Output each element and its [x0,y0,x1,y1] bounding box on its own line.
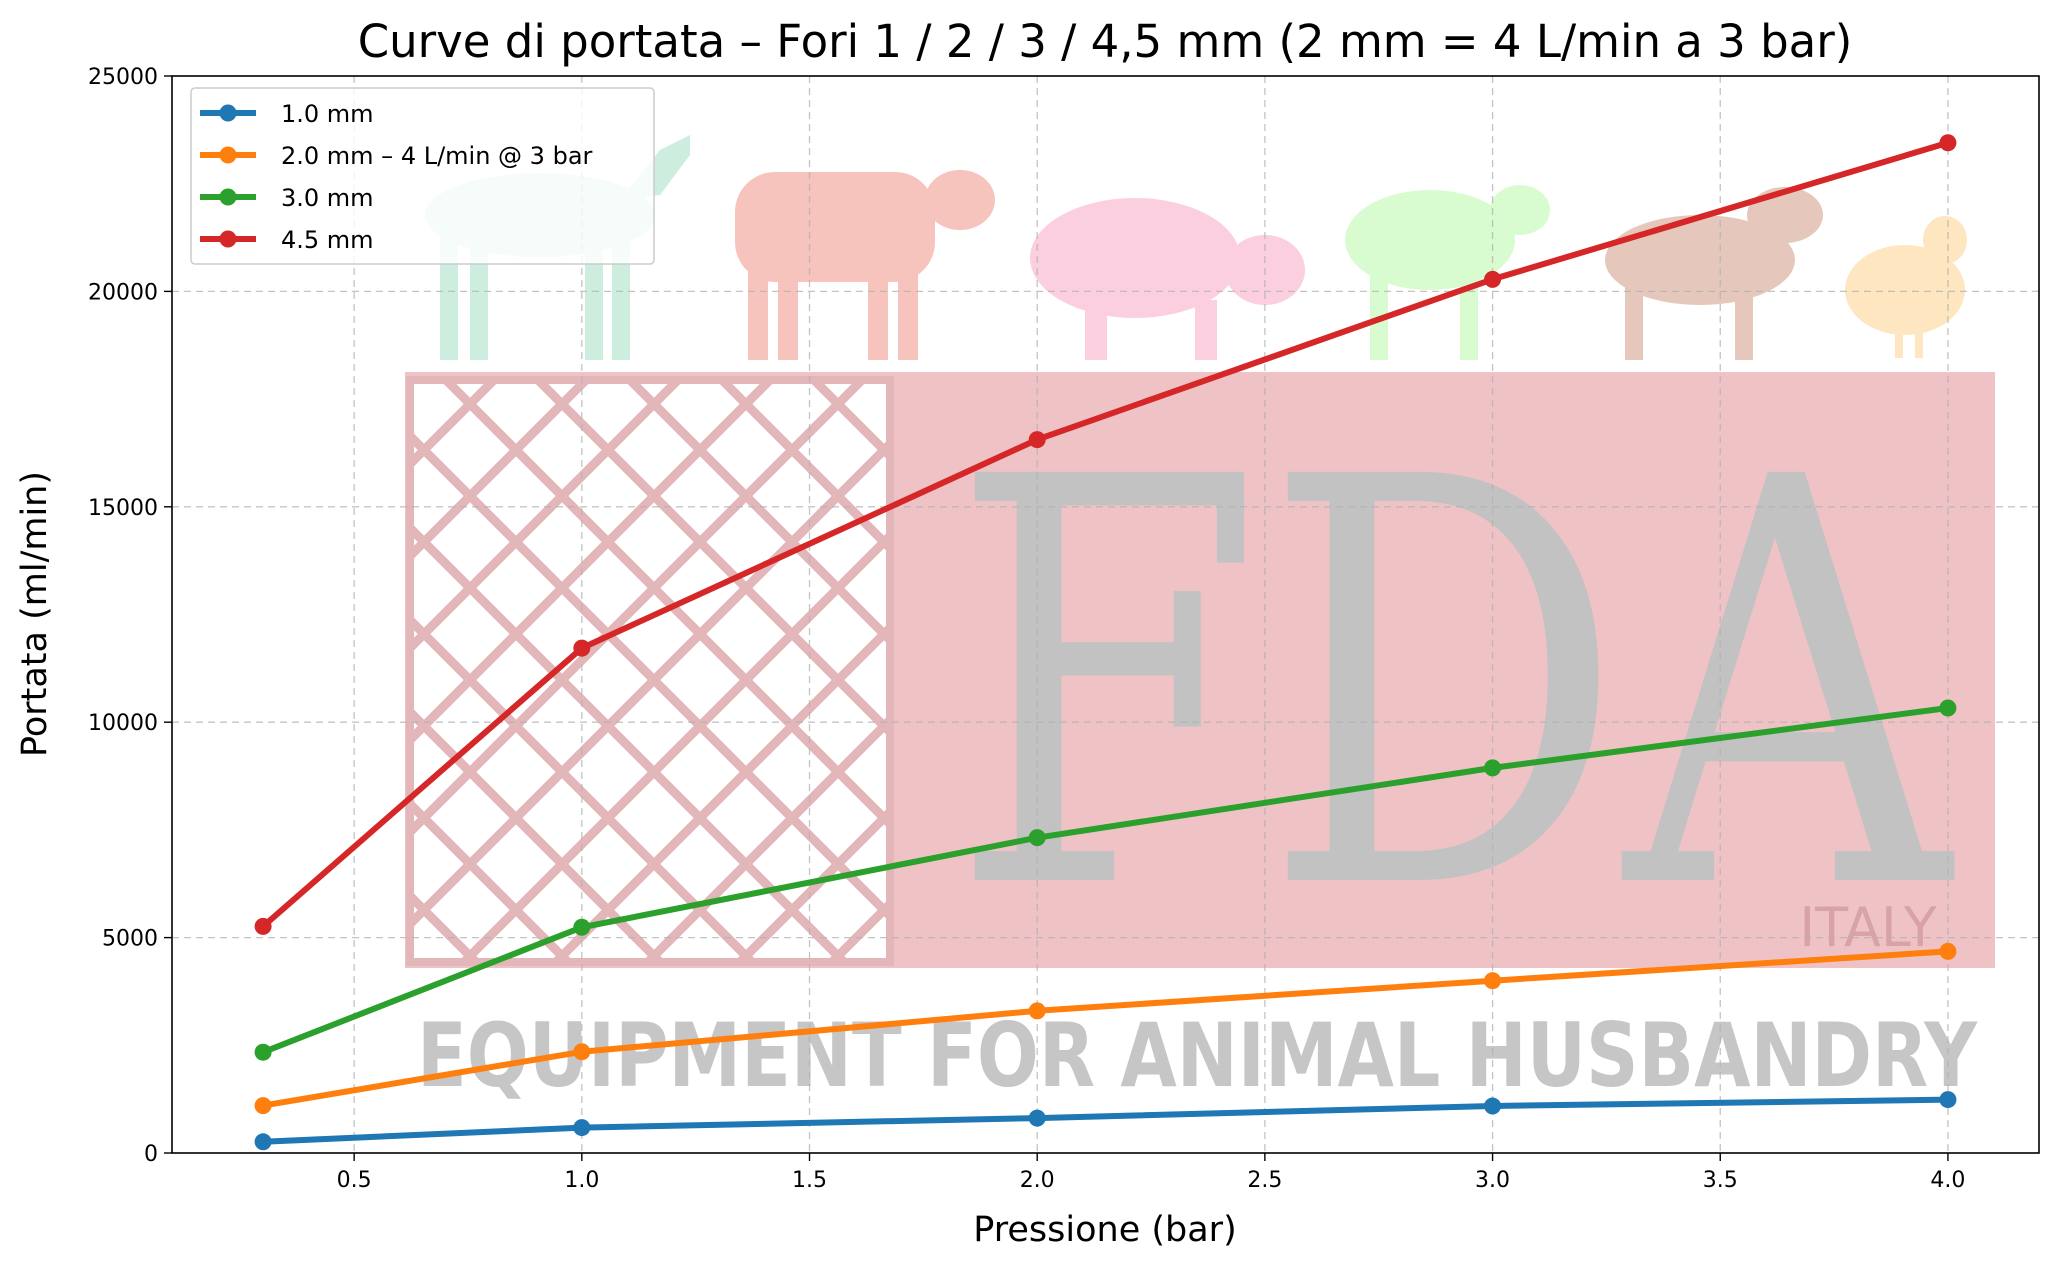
data-point [1939,699,1957,717]
plot-area-frame [171,75,2040,1154]
y-axis-ticks: 0 5000 10000 15000 20000 25000 [88,65,172,1167]
y-tick-label: 10000 [88,711,158,736]
y-tick-label: 20000 [88,280,158,305]
data-point [573,918,591,936]
watermark-band-text: EQUIPMENT FOR ANIMAL HUSBANDRY [417,1004,1978,1107]
data-point [254,1043,272,1061]
lattice-line [457,529,890,962]
x-tick-label: 1.0 [564,1168,599,1193]
lattice-line [410,437,890,931]
data-point [1939,1091,1957,1109]
lattice-line [410,797,575,962]
series-layer [254,134,1957,1151]
data-point [1028,829,1046,847]
watermark-logo-text: FDA [950,361,1956,1013]
x-tick-label: 4.0 [1930,1168,1965,1193]
x-tick-label: 0.5 [337,1168,372,1193]
x-tick-label: 2.5 [1247,1168,1282,1193]
lattice-line [410,380,682,655]
y-tick-label: 5000 [102,927,158,952]
data-point [573,639,591,657]
lattice-line [626,380,890,647]
data-point [1028,431,1046,449]
lattice-line [0,380,402,980]
legend-label: 4.5 mm [281,226,374,254]
data-point [1484,972,1502,990]
data-point [1484,1097,1502,1115]
lattice-line [718,380,890,555]
legend-swatch-marker [219,104,237,122]
lattice-line [641,713,890,962]
x-tick-label: 2.0 [1020,1168,1055,1193]
fda-watermark-logo: FDA ITALY EQUIPMENT FOR ANIMAL HUSBANDRY [0,135,1995,1107]
y-tick-label: 15000 [88,496,158,521]
pig-icon [1030,198,1305,360]
chart-title: Curve di portata – Fori 1 / 2 / 3 / 4,5 … [358,15,1853,68]
y-axis-title: Portata (ml/min) [15,471,55,757]
x-tick-label: 3.5 [1703,1168,1738,1193]
data-point [1484,270,1502,288]
y-tick-label: 25000 [88,65,158,90]
lattice-line [0,380,402,980]
legend-label: 2.0 mm – 4 L/min @ 3 bar [281,142,593,170]
lattice-line [410,380,866,839]
sheep-icon [1345,185,1550,360]
lattice-line [410,380,590,563]
legend-box [190,87,655,265]
legend: 1.0 mm 2.0 mm – 4 L/min @ 3 bar 3.0 mm 4.5 … [190,87,655,265]
lattice-line [410,380,774,747]
cow-icon [735,170,995,360]
data-point [254,917,272,935]
data-point [254,1097,272,1115]
data-point [1939,942,1957,960]
watermark-lattice [0,380,890,980]
lattice-line [549,621,890,962]
lattice-line [410,705,667,962]
legend-swatch-marker [219,230,237,248]
x-axis-title: Pressione (bar) [973,1210,1236,1250]
data-point [1028,1109,1046,1127]
legend-swatch-marker [219,146,237,164]
data-point [254,1133,272,1151]
dog-icon [1605,187,1823,360]
hen-icon [1845,216,1967,358]
data-point [1939,134,1957,152]
data-point [1484,759,1502,777]
y-tick-label: 0 [144,1142,158,1167]
watermark-logo-subtext: ITALY [1799,896,1938,959]
legend-label: 3.0 mm [281,184,374,212]
x-tick-label: 1.5 [792,1168,827,1193]
data-point [1028,1002,1046,1020]
x-tick-label: 3.0 [1475,1168,1510,1193]
legend-swatch-marker [219,188,237,206]
data-point [573,1043,591,1061]
x-axis-ticks: 0.5 1.0 1.5 2.0 2.5 3.0 3.5 4.0 [337,1153,1965,1193]
data-point [573,1119,591,1137]
legend-label: 1.0 mm [281,100,374,128]
